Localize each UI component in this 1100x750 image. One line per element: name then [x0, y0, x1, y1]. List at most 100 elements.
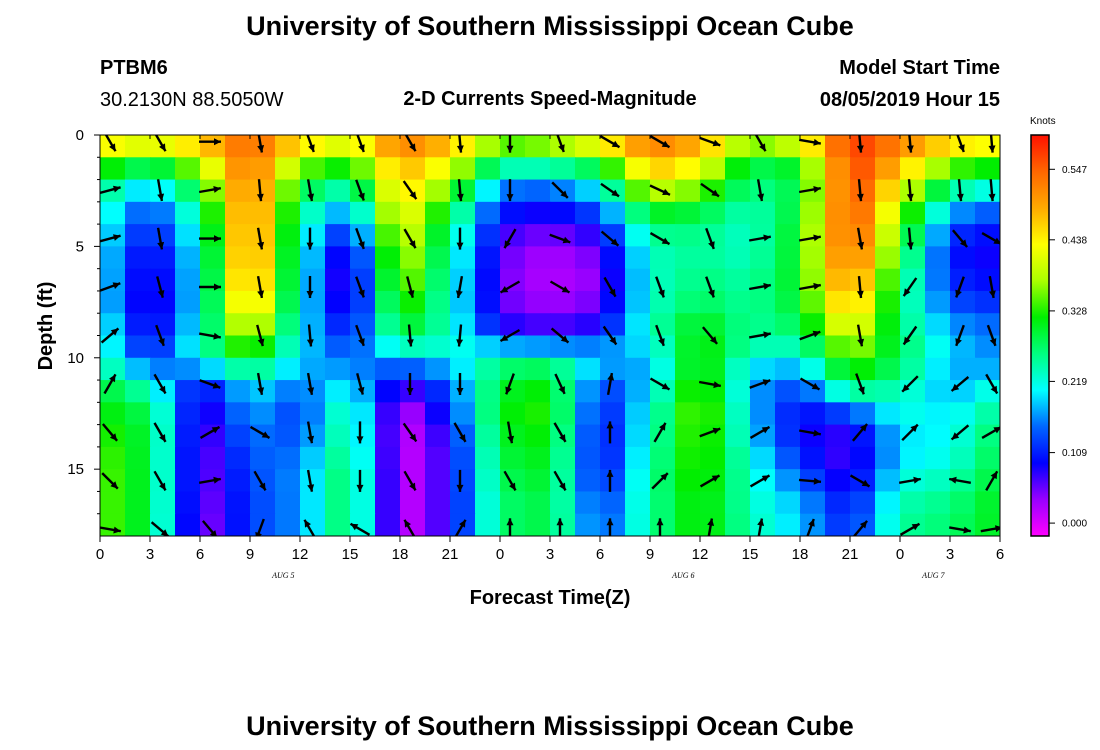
heatmap-cell: [650, 246, 676, 270]
heatmap-cell: [375, 179, 401, 203]
heatmap-cell: [975, 513, 1000, 536]
heatmap-cell: [625, 290, 651, 314]
current-arrow: [898, 476, 922, 484]
heatmap-cell: [850, 335, 876, 359]
heatmap-cell: [500, 335, 526, 359]
heatmap-cell: [375, 513, 401, 536]
heatmap-cell: [175, 290, 201, 314]
current-arrow: [456, 179, 464, 202]
current-arrow: [100, 282, 121, 292]
current-arrow: [456, 227, 464, 250]
heatmap-cell: [575, 157, 601, 181]
current-arrow: [356, 469, 364, 492]
heatmap-cell: [475, 135, 501, 158]
heatmap-cell: [750, 246, 776, 270]
current-arrow: [403, 228, 417, 249]
current-arrow: [306, 276, 314, 298]
heatmap-cell: [675, 469, 701, 493]
heatmap-cell: [975, 357, 1000, 381]
current-arrow: [798, 282, 822, 291]
current-arrow: [986, 324, 997, 347]
heatmap-cell: [725, 313, 751, 337]
heatmap-cell: [650, 268, 676, 292]
heatmap-cell: [950, 513, 976, 536]
heatmap-cell: [100, 513, 126, 536]
heatmap-cell: [100, 290, 126, 314]
heatmap-cell: [525, 313, 551, 337]
model-start-time: 08/05/2019 Hour 15: [820, 89, 1000, 111]
heatmap-cell: [750, 357, 776, 381]
heatmap-cell: [525, 135, 551, 158]
heatmap-cells: [100, 135, 1000, 536]
current-arrow: [806, 518, 815, 536]
heatmap-cell: [150, 224, 176, 247]
heatmap-cell: [825, 491, 851, 515]
heatmap-cell: [675, 491, 701, 515]
heatmap-cell: [975, 179, 1000, 203]
heatmap-cell: [275, 402, 301, 426]
heatmap-cell: [950, 380, 976, 403]
current-arrow: [553, 470, 567, 491]
heatmap-cell: [950, 313, 976, 337]
current-arrow: [798, 429, 822, 437]
heatmap-cell: [825, 313, 851, 337]
colorbar-tick-label: 0.547: [1062, 165, 1087, 176]
current-arrow: [153, 373, 167, 395]
heatmap-cell: [125, 224, 151, 247]
heatmap-cell: [625, 179, 651, 203]
current-arrow: [306, 372, 315, 396]
heatmap-cell: [175, 424, 201, 448]
heatmap-cell: [575, 357, 601, 381]
heatmap-cell: [350, 157, 376, 181]
heatmap-cell: [225, 268, 251, 292]
heatmap-cell: [925, 446, 951, 470]
current-arrow: [985, 470, 999, 491]
heatmap-cell: [175, 157, 201, 181]
heatmap-cell: [175, 357, 201, 381]
heatmap-cell: [700, 313, 726, 337]
heatmap-cell: [775, 224, 801, 247]
current-arrow: [355, 227, 365, 250]
heatmap-cell: [750, 491, 776, 515]
heatmap-cell: [350, 357, 376, 381]
heatmap-cell: [275, 224, 301, 247]
heatmap-cell: [825, 290, 851, 314]
heatmap-cell: [925, 469, 951, 493]
heatmap-cell: [425, 424, 451, 448]
heatmap-cell: [800, 357, 826, 381]
heatmap-cell: [225, 313, 251, 337]
heatmap-cell: [175, 313, 201, 337]
heatmap-cell: [725, 335, 751, 359]
heatmap-cell: [925, 268, 951, 292]
heatmap-cell: [275, 491, 301, 515]
current-arrow: [980, 525, 1000, 533]
heatmap-cell: [950, 335, 976, 359]
heatmap-cell: [400, 335, 426, 359]
heatmap-cell: [325, 201, 351, 225]
heatmap-cell: [300, 201, 326, 225]
heatmap-cell: [775, 179, 801, 203]
heatmap-cell: [825, 357, 851, 381]
heatmap-cell: [625, 357, 651, 381]
heatmap-cell: [350, 313, 376, 337]
heatmap-cell: [900, 246, 926, 270]
heatmap-cell: [575, 446, 601, 470]
current-arrow: [649, 377, 671, 391]
heatmap-cell: [150, 290, 176, 314]
current-arrow: [453, 422, 467, 443]
x-tick-label: 18: [392, 546, 409, 563]
heatmap-cell: [775, 268, 801, 292]
heatmap-cell: [950, 290, 976, 314]
heatmap-cell: [450, 246, 476, 270]
current-vectors: [100, 135, 1000, 536]
heatmap-cell: [775, 135, 801, 158]
current-arrow: [198, 186, 222, 194]
current-arrow: [103, 373, 117, 395]
x-tick-label: 6: [196, 546, 204, 563]
heatmap-cell: [650, 224, 676, 247]
current-arrow: [201, 520, 218, 536]
heatmap-cell: [325, 157, 351, 181]
heatmap-cell: [550, 402, 576, 426]
current-arrow: [906, 227, 914, 250]
heatmap-cell: [150, 446, 176, 470]
